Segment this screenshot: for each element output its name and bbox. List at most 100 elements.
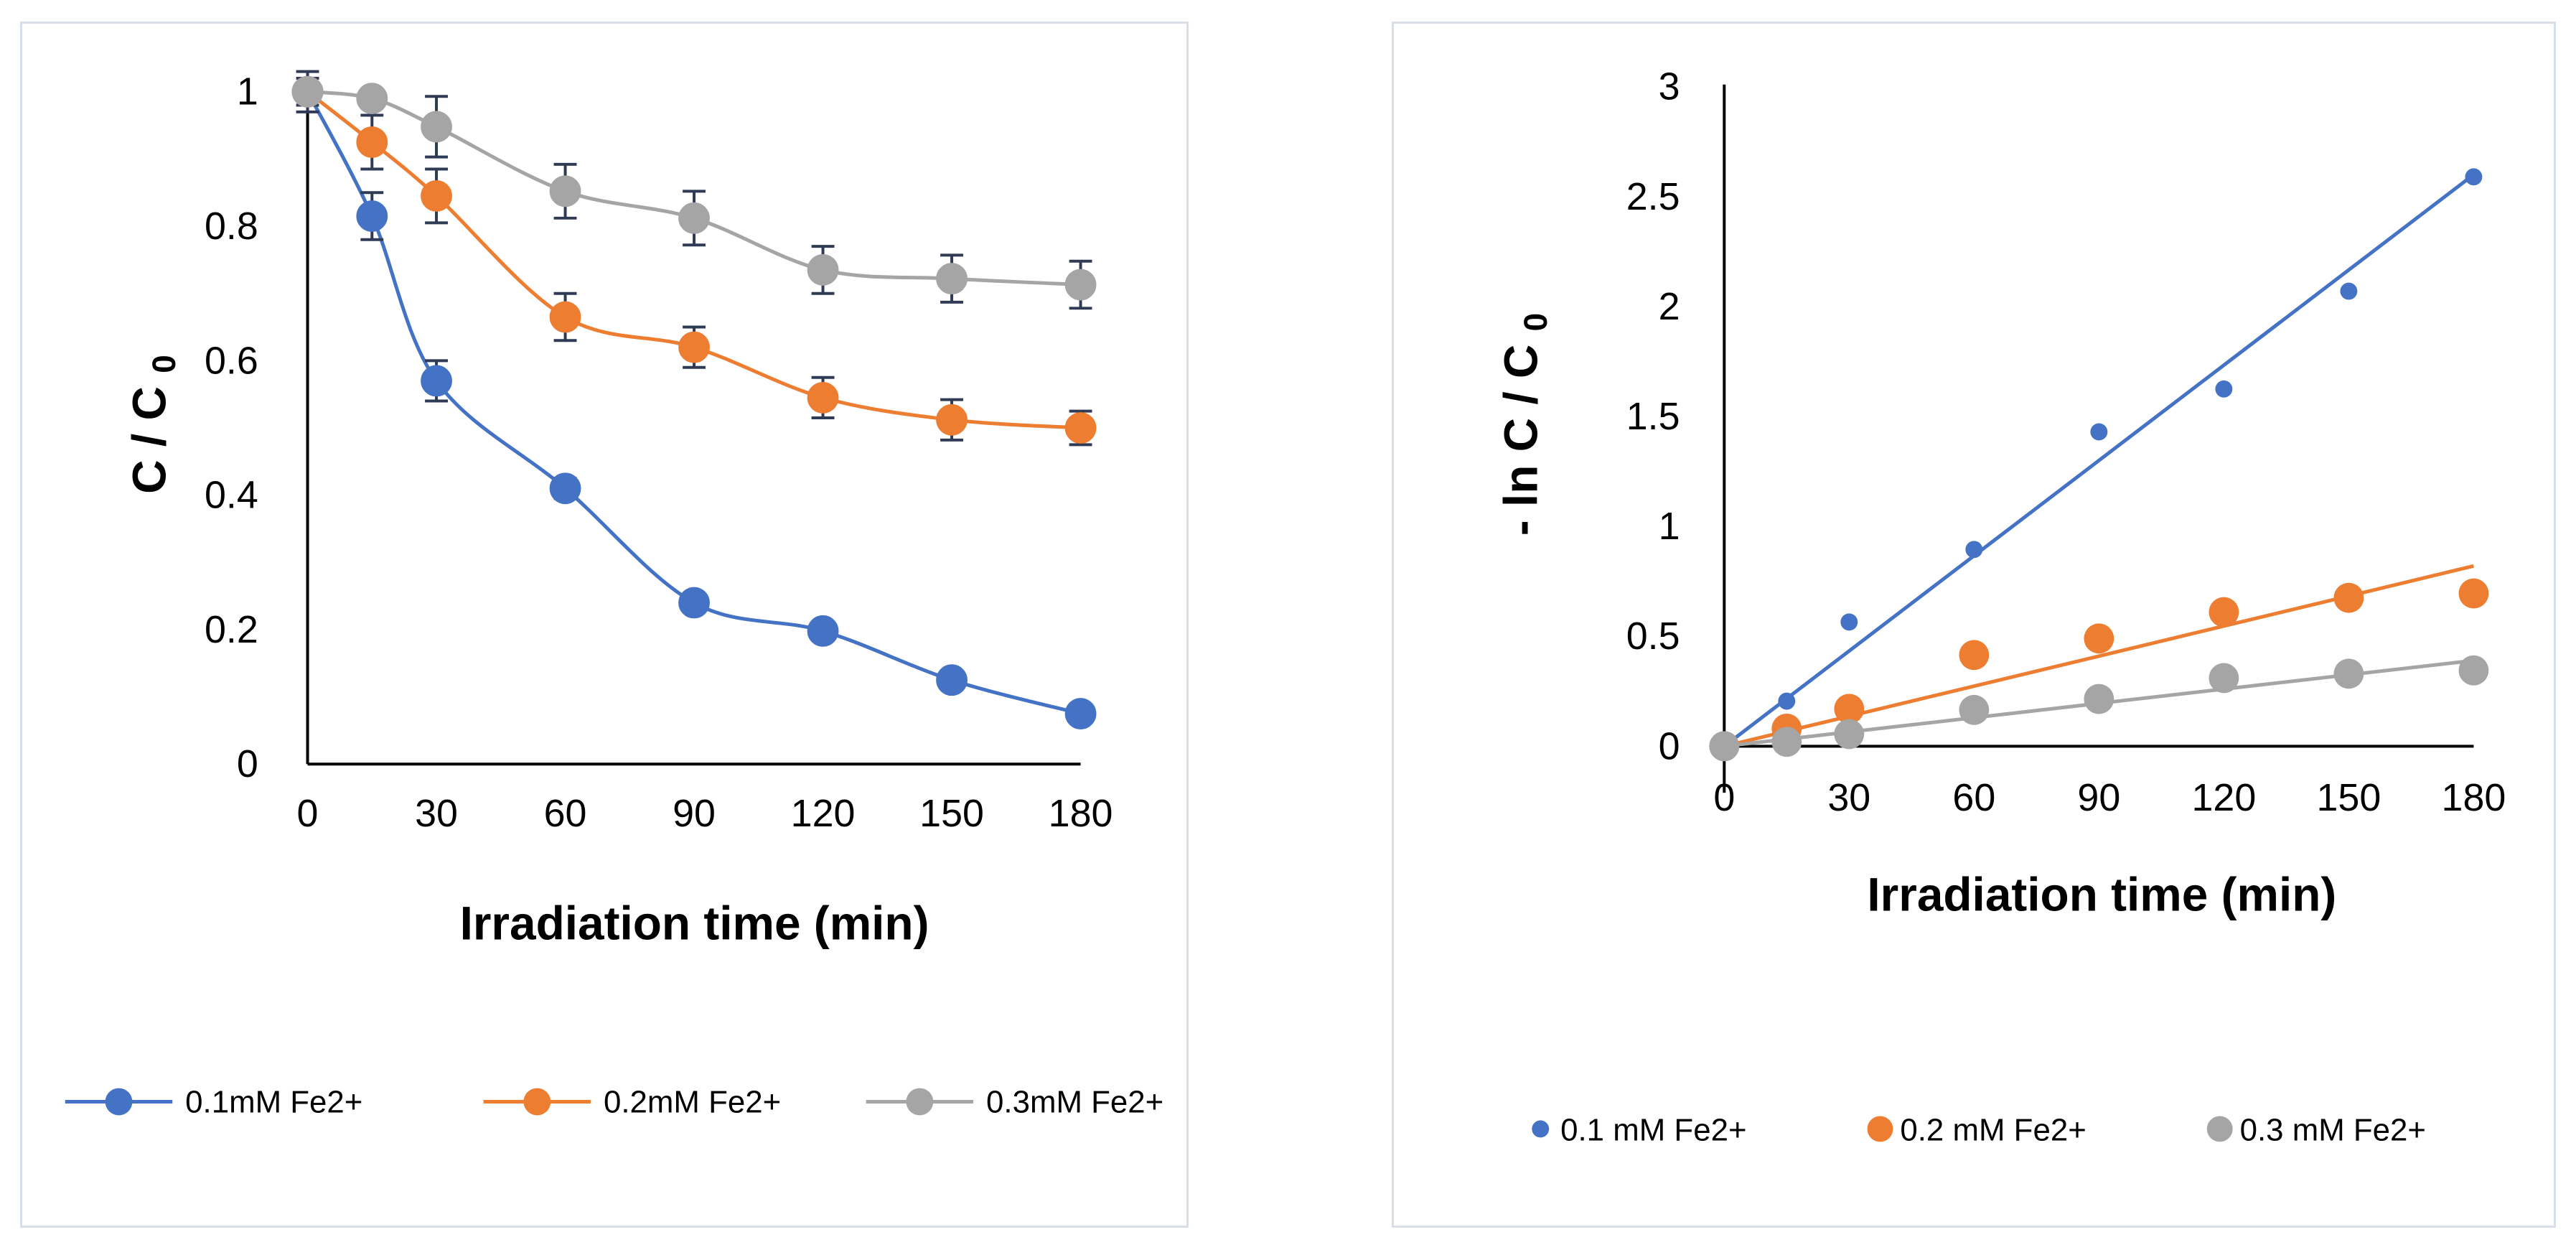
data-point	[549, 175, 581, 207]
data-point	[2090, 423, 2108, 441]
pseudo-first-order-kinetics-chart: 0 0.5 1 1.5 2 2.5 3 0 30 60 90 120 150 180 Irradiati…	[1494, 65, 2506, 1148]
y-axis-title-subscript: 0	[1517, 313, 1554, 331]
x-tick-label: 120	[791, 792, 856, 835]
data-point	[421, 365, 452, 397]
x-tick-label: 30	[1827, 776, 1870, 819]
x-tick-label: 60	[1952, 776, 1995, 819]
legend-item: 0.2mM Fe2+	[483, 1084, 781, 1119]
y-tick-label: 0	[1659, 724, 1680, 768]
data-point	[2458, 655, 2489, 686]
data-point	[2458, 578, 2489, 609]
legend: 0.1mM Fe2+ 0.2mM Fe2+ 0.3mM Fe2+	[65, 1084, 1163, 1119]
data-point	[1834, 719, 1865, 750]
legend-marker	[523, 1088, 551, 1116]
y-tick-label: 0.6	[205, 339, 258, 382]
x-tick-label: 150	[919, 792, 984, 835]
data-point	[1965, 541, 1983, 559]
data-point	[936, 664, 968, 696]
data-point	[2215, 380, 2233, 398]
legend-label: 0.3 mM Fe2+	[2240, 1112, 2426, 1147]
y-tick-label: 1.5	[1626, 395, 1680, 438]
y-axis-title: - ln C / C 0	[1494, 313, 1554, 536]
data-point	[2333, 658, 2364, 689]
data-point	[1709, 731, 1740, 762]
data-point	[291, 75, 324, 108]
y-axis-title-main: C / C	[122, 386, 175, 494]
y-tick-label: 0.8	[205, 205, 258, 248]
y-tick-label: 0.5	[1626, 615, 1680, 658]
legend-marker	[906, 1088, 934, 1116]
y-tick-label: 1	[237, 70, 258, 113]
data-point	[1064, 698, 1097, 729]
data-point	[549, 472, 581, 505]
legend-label: 0.2mM Fe2+	[604, 1084, 781, 1119]
data-point	[2340, 282, 2358, 300]
degradation-kinetics-chart: 0 0.2 0.4 0.6 0.8 1 0 30 60 90 120 150 180 Irradiat…	[65, 70, 1163, 1119]
data-point	[549, 301, 581, 333]
data-point	[2333, 582, 2364, 613]
legend-item: 0.3 mM Fe2+	[2206, 1112, 2426, 1147]
x-tick-label: 150	[2317, 776, 2381, 819]
data-point	[356, 200, 388, 232]
data-point	[1778, 692, 1796, 710]
data-point	[936, 403, 968, 436]
y-axis-title-main: - ln C / C	[1494, 345, 1547, 536]
y-tick-label: 0.2	[205, 608, 258, 651]
legend-item: 0.3mM Fe2+	[866, 1084, 1163, 1119]
y-tick-label: 2.5	[1626, 175, 1680, 218]
data-point	[2465, 168, 2483, 186]
x-tick-label: 90	[673, 792, 716, 835]
data-point	[1959, 640, 1990, 671]
x-tick-label: 120	[2191, 776, 2256, 819]
x-axis-title: Irradiation time (min)	[460, 896, 929, 949]
y-tick-label: 1	[1659, 505, 1680, 548]
data-point	[2084, 623, 2114, 654]
legend: 0.1 mM Fe2+ 0.2 mM Fe2+ 0.3 mM Fe2+	[1532, 1112, 2426, 1147]
y-tick-label: 0.4	[205, 474, 258, 517]
y-tick-label: 2	[1659, 285, 1680, 328]
x-tick-label: 0	[1713, 776, 1735, 819]
legend-label: 0.3mM Fe2+	[986, 1084, 1163, 1119]
data-point	[2084, 684, 2114, 714]
legend-label: 0.1 mM Fe2+	[1560, 1112, 1746, 1147]
data-point	[1834, 694, 1865, 724]
data-point	[356, 126, 388, 158]
data-point	[2209, 597, 2239, 628]
chart-panel-right: 0 0.5 1 1.5 2 2.5 3 0 30 60 90 120 150 180 Irradiati…	[1392, 22, 2556, 1228]
x-axis-title: Irradiation time (min)	[1867, 868, 2336, 921]
data-point	[356, 83, 388, 115]
legend-marker	[1532, 1120, 1550, 1138]
legend-item: 0.1 mM Fe2+	[1532, 1112, 1747, 1147]
y-tick-label: 0	[237, 742, 258, 785]
data-point	[678, 202, 710, 234]
legend-label: 0.1mM Fe2+	[185, 1084, 362, 1119]
data-point	[936, 263, 968, 295]
y-axis-title: C / C 0	[122, 355, 182, 494]
y-axis-title-subscript: 0	[146, 355, 182, 373]
x-tick-label: 60	[544, 792, 587, 835]
data-point	[678, 587, 710, 619]
x-tick-label: 180	[1049, 792, 1113, 835]
legend-marker	[2206, 1116, 2233, 1142]
legend-marker	[1867, 1116, 1893, 1142]
x-tick-label: 90	[2077, 776, 2120, 819]
chart-panel-left: 0 0.2 0.4 0.6 0.8 1 0 30 60 90 120 150 180 Irradiat…	[20, 22, 1189, 1228]
data-point	[1771, 727, 1802, 757]
data-point	[1840, 613, 1858, 631]
data-point	[1064, 412, 1097, 444]
data-point	[1959, 694, 1990, 725]
x-tick-label: 0	[297, 792, 319, 835]
data-point	[421, 111, 452, 143]
data-point	[678, 331, 710, 363]
x-tick-label: 30	[415, 792, 458, 835]
legend-item: 0.2 mM Fe2+	[1867, 1112, 2086, 1147]
data-point	[807, 615, 839, 647]
trendline	[1723, 173, 2475, 748]
data-point	[2209, 663, 2239, 694]
series-line	[306, 90, 1082, 716]
x-tick-label: 180	[2442, 776, 2506, 819]
legend-label: 0.2 mM Fe2+	[1900, 1112, 2086, 1147]
data-point	[1064, 269, 1097, 301]
data-point	[421, 179, 452, 212]
legend-marker	[105, 1088, 133, 1116]
